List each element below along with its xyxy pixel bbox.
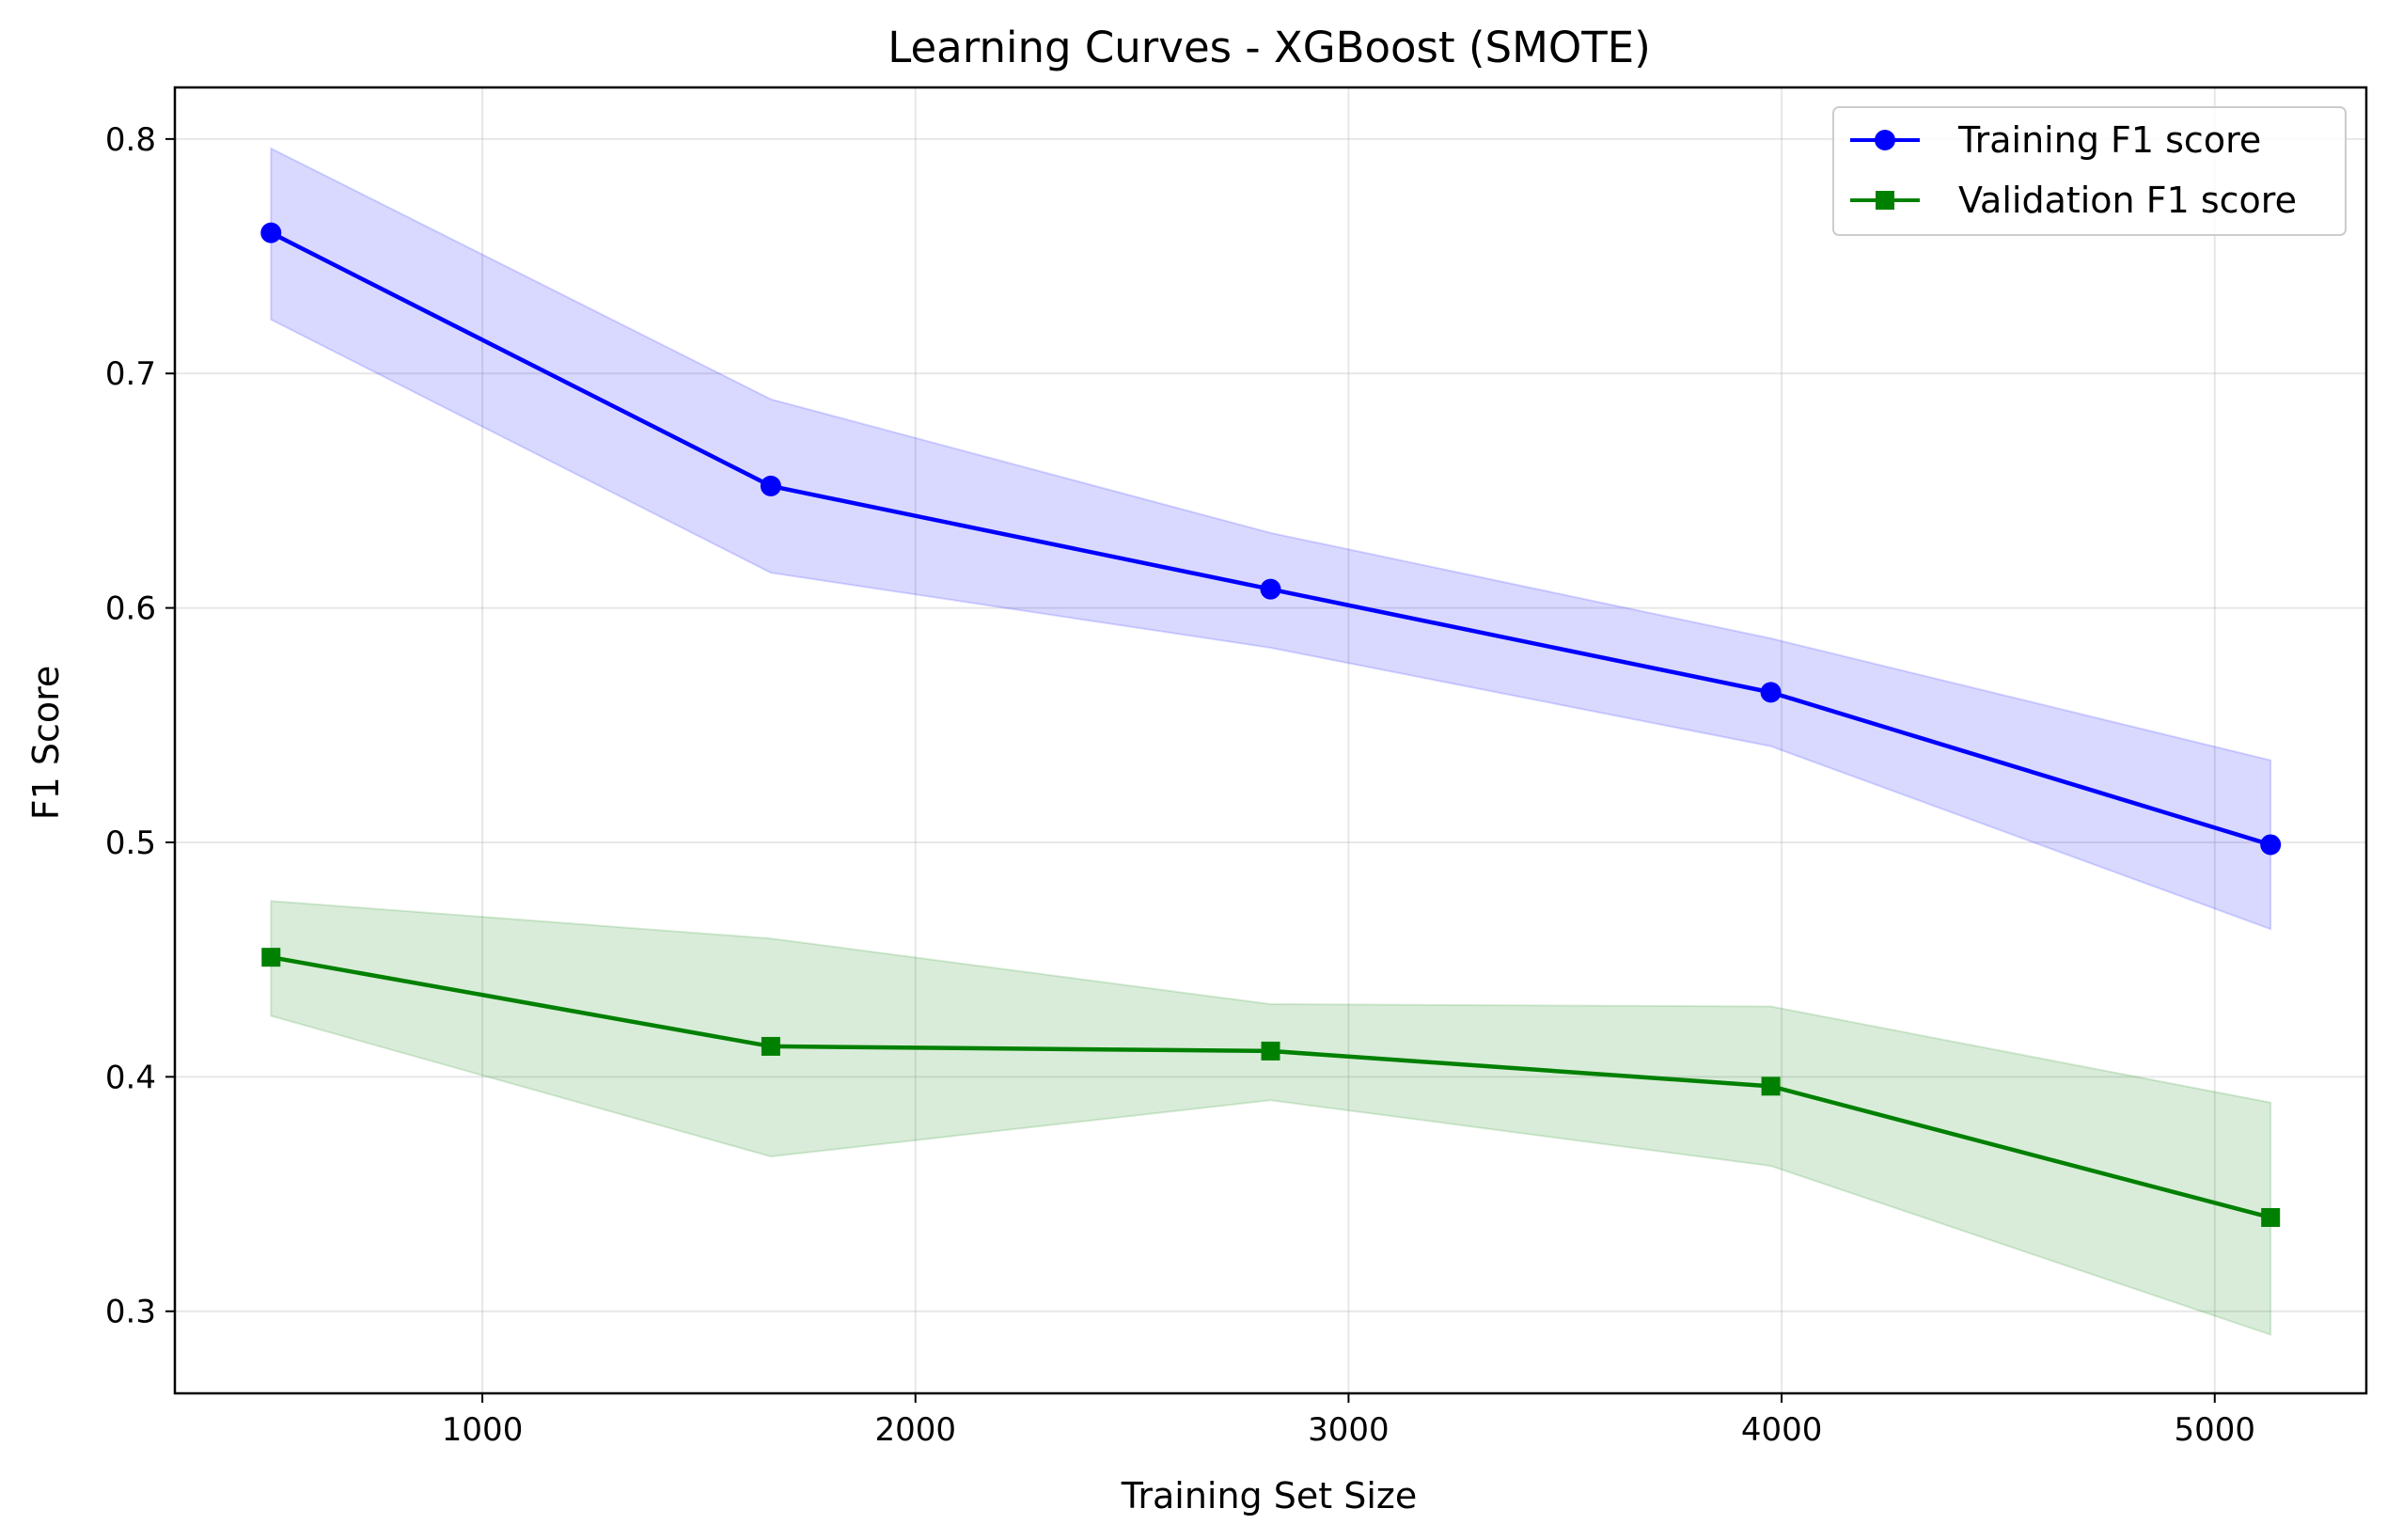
point-validation xyxy=(1761,1076,1781,1096)
y-tick-label: 0.7 xyxy=(105,355,156,393)
y-tick-label: 0.5 xyxy=(105,825,156,862)
band-training xyxy=(270,147,2272,931)
y-tick-label: 0.8 xyxy=(105,121,156,159)
point-training xyxy=(760,475,781,496)
band-validation xyxy=(270,900,2272,1337)
y-axis-label: F1 Score xyxy=(25,666,67,821)
y-tick-label: 0.6 xyxy=(105,590,156,628)
x-axis-ticks: 1000 2000 3000 4000 5000 xyxy=(442,1393,2255,1449)
point-training xyxy=(1760,682,1782,703)
point-training xyxy=(2260,834,2282,856)
x-tick-label: 5000 xyxy=(2174,1411,2255,1449)
chart-title: Learning Curves - XGBoost (SMOTE) xyxy=(887,23,1651,72)
y-axis-ticks: 0.3 0.4 0.5 0.6 0.7 0.8 xyxy=(105,121,175,1331)
x-tick-label: 1000 xyxy=(442,1411,524,1449)
plot-frame xyxy=(173,86,2368,1395)
legend-label-training: Training F1 score xyxy=(1957,119,2261,161)
point-training xyxy=(1260,578,1281,600)
x-axis-label: Training Set Size xyxy=(1121,1475,1418,1516)
legend-box xyxy=(1832,106,2347,236)
x-tick-label: 2000 xyxy=(874,1411,956,1449)
y-tick-label: 0.4 xyxy=(105,1059,156,1096)
legend: Training F1 score Validation F1 score xyxy=(1832,106,2347,236)
legend-label-validation: Validation F1 score xyxy=(1958,180,2297,221)
y-tick-label: 0.3 xyxy=(105,1294,156,1331)
x-tick-label: 3000 xyxy=(1308,1411,1390,1449)
point-validation xyxy=(1261,1041,1280,1061)
point-validation xyxy=(261,948,281,967)
point-validation xyxy=(761,1036,780,1056)
series-markers xyxy=(260,222,2282,1227)
legend-marker-validation xyxy=(1876,191,1894,210)
confidence-bands xyxy=(270,147,2272,1337)
legend-marker-training xyxy=(1875,130,1895,150)
point-validation xyxy=(2261,1207,2281,1227)
x-tick-label: 4000 xyxy=(1741,1411,1823,1449)
point-training xyxy=(260,222,282,244)
